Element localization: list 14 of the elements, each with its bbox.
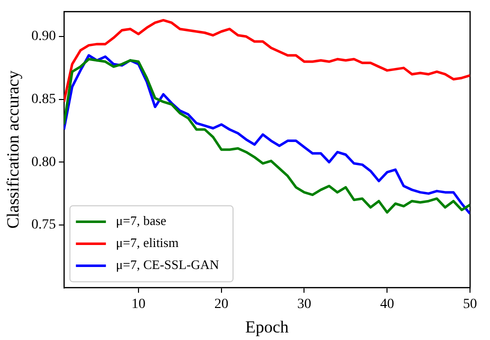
y-tick-label: 0.80 bbox=[31, 154, 56, 170]
x-tick-label: 40 bbox=[380, 296, 394, 312]
x-axis-title: Epoch bbox=[245, 317, 290, 336]
x-tick-label: 30 bbox=[297, 296, 312, 312]
x-tick-label: 20 bbox=[214, 296, 228, 312]
y-tick-label: 0.85 bbox=[31, 92, 56, 108]
y-tick-label: 0.75 bbox=[31, 218, 56, 233]
x-tick-label: 50 bbox=[463, 296, 477, 312]
legend-label: μ=7, base bbox=[116, 213, 167, 228]
legend-label: μ=7, elitism bbox=[116, 235, 179, 250]
y-tick-label: 0.90 bbox=[31, 29, 56, 44]
y-axis-title: Classification accuracy bbox=[4, 70, 23, 229]
x-tick-label: 10 bbox=[131, 296, 146, 312]
legend-label: μ=7, CE-SSL-GAN bbox=[116, 257, 220, 272]
